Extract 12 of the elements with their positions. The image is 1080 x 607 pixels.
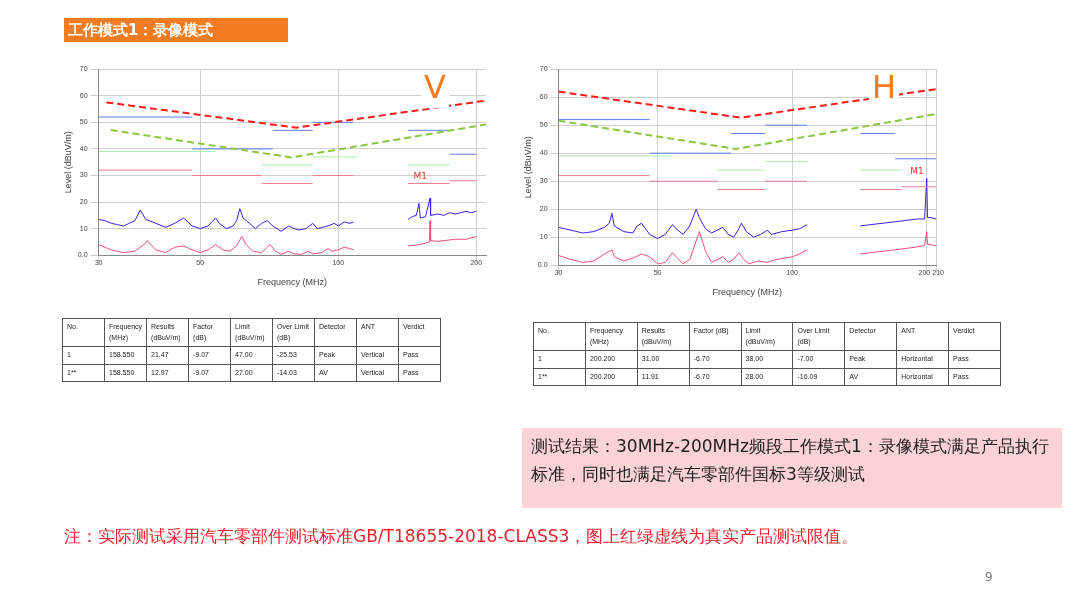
x-axis-title: Frequency (MHz) (257, 277, 328, 288)
y-axis-title: Level (dBuV/m) (522, 136, 533, 199)
chart-subtitle: V (424, 67, 447, 106)
text: 测试结果：30MHz-200MHz频段工作模式1：录像模式满足产品执行标准，同时也满足汽车零部件国标3等级测试 (522, 428, 1062, 508)
x-axis-title: Frequency (MHz) (712, 287, 783, 298)
chart-subtitle: H (871, 67, 896, 106)
y-axis-title: Level (dBuV/m) (62, 131, 73, 194)
annotation: M1 (910, 166, 924, 177)
text: 9 (985, 570, 993, 584)
text: 工作模式1：录像模式 (64, 18, 288, 42)
text: 注：实际测试采用汽车零部件测试标准GB/T18655-2018-CLASS3，图上红绿虚线为真实产品测试限值。 (64, 525, 860, 548)
annotation: M1 (413, 171, 428, 182)
